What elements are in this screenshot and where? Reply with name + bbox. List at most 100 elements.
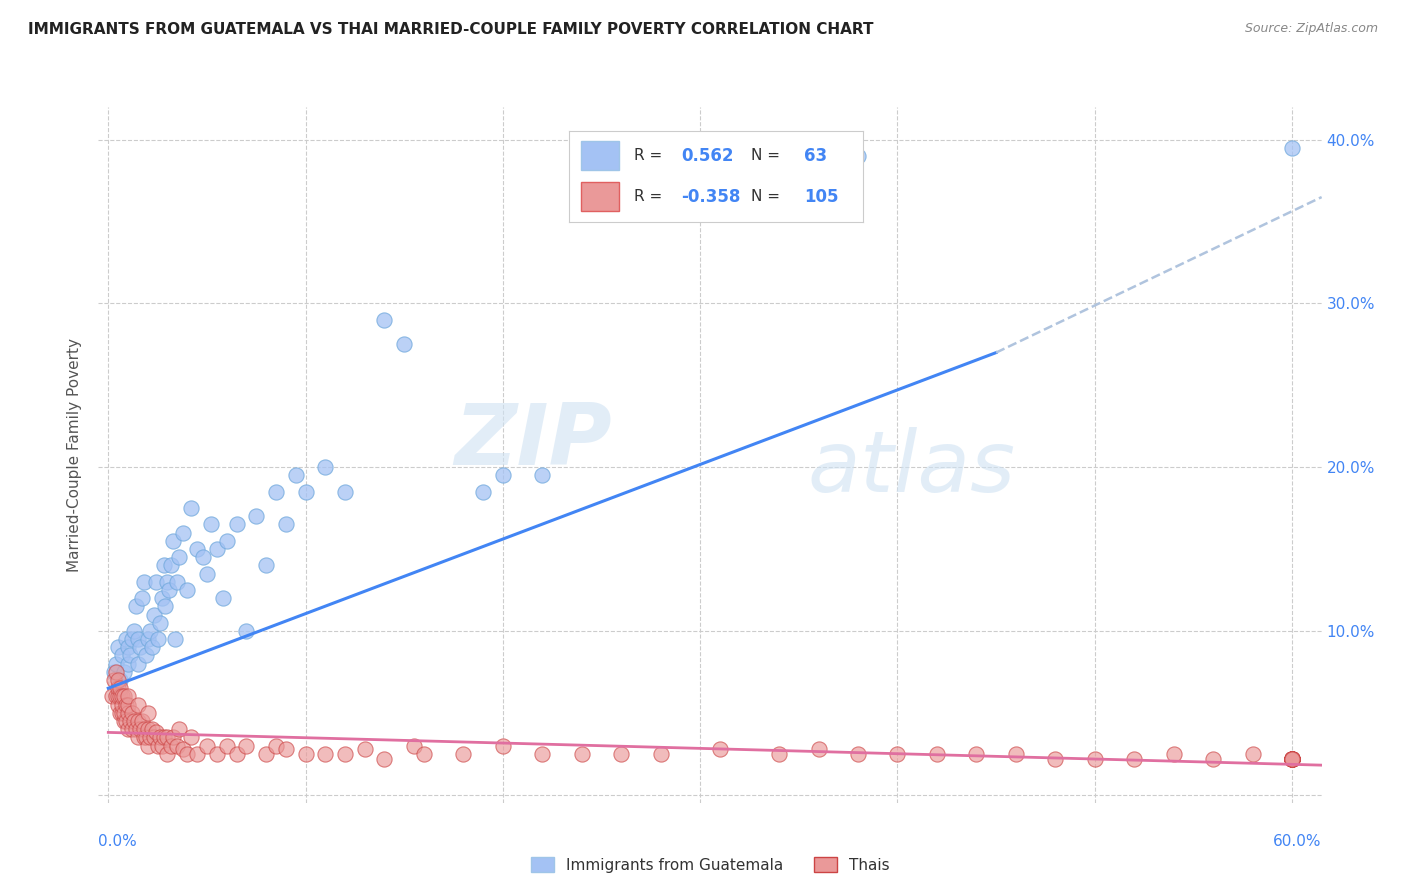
Point <box>111 698 134 712</box>
Text: ZIP: ZIP <box>454 400 612 483</box>
Point <box>172 741 194 756</box>
Point <box>235 739 257 753</box>
Point <box>709 741 731 756</box>
Point <box>127 698 149 712</box>
Point <box>846 747 869 761</box>
Point <box>150 739 173 753</box>
Point <box>127 714 149 728</box>
Point <box>131 714 153 728</box>
Point <box>117 690 139 704</box>
Point <box>165 632 187 646</box>
Point <box>294 747 316 761</box>
Point <box>846 149 869 163</box>
Point <box>169 722 191 736</box>
Point <box>117 640 139 655</box>
Point <box>117 706 139 720</box>
Point <box>128 640 150 655</box>
Point <box>211 591 233 606</box>
Text: 60.0%: 60.0% <box>1274 834 1322 849</box>
Point <box>274 517 297 532</box>
Point <box>1281 751 1303 765</box>
Point <box>156 747 179 761</box>
Point <box>807 741 830 756</box>
Point <box>166 739 188 753</box>
Point <box>1163 747 1185 761</box>
Text: atlas: atlas <box>808 427 1017 510</box>
Point <box>205 542 228 557</box>
Point <box>117 657 139 671</box>
Point <box>492 739 515 753</box>
Point <box>1004 747 1026 761</box>
Point <box>205 747 228 761</box>
Point <box>135 731 157 745</box>
Point <box>105 665 128 679</box>
Point <box>156 574 179 589</box>
Point <box>108 681 131 696</box>
Point <box>472 484 495 499</box>
Point <box>1281 751 1303 765</box>
Point <box>115 632 138 646</box>
Point <box>136 632 159 646</box>
Point <box>314 460 336 475</box>
Legend: Immigrants from Guatemala, Thais: Immigrants from Guatemala, Thais <box>524 850 896 879</box>
Point <box>333 747 356 761</box>
Point <box>1281 751 1303 765</box>
Point <box>105 657 128 671</box>
Point <box>333 484 356 499</box>
Point <box>117 722 139 736</box>
Point <box>225 747 247 761</box>
Point <box>107 698 129 712</box>
Point <box>112 706 135 720</box>
Point <box>103 665 125 679</box>
Point <box>112 690 135 704</box>
Point <box>195 739 218 753</box>
Point <box>101 690 124 704</box>
Point <box>108 673 131 687</box>
Point <box>138 624 160 638</box>
Point <box>180 501 202 516</box>
Point <box>650 747 672 761</box>
Point <box>112 665 135 679</box>
Point <box>172 525 194 540</box>
Point <box>105 690 128 704</box>
Point <box>121 706 143 720</box>
Point <box>392 337 416 351</box>
Point <box>152 731 174 745</box>
Point <box>146 632 169 646</box>
Point <box>886 747 908 761</box>
Point <box>125 599 148 614</box>
Point <box>373 751 395 765</box>
Point <box>107 673 129 687</box>
Point <box>176 747 198 761</box>
Point <box>136 739 159 753</box>
Point <box>156 731 179 745</box>
Point <box>531 468 554 483</box>
Point <box>108 690 131 704</box>
Point <box>215 739 238 753</box>
Point <box>1123 751 1146 765</box>
Point <box>195 566 218 581</box>
Point <box>141 722 163 736</box>
Point <box>571 747 593 761</box>
Point <box>118 648 141 663</box>
Point <box>768 747 790 761</box>
Point <box>160 739 183 753</box>
Point <box>176 582 198 597</box>
Point <box>235 624 257 638</box>
Point <box>245 509 267 524</box>
Point <box>132 731 155 745</box>
Point <box>200 517 222 532</box>
Point <box>162 533 184 548</box>
Point <box>166 574 188 589</box>
Point <box>128 722 150 736</box>
Point <box>1281 141 1303 155</box>
Point <box>353 741 375 756</box>
Point <box>1084 751 1107 765</box>
Point <box>132 722 155 736</box>
Point <box>1281 751 1303 765</box>
Point <box>186 542 208 557</box>
Point <box>1281 751 1303 765</box>
Point <box>925 747 948 761</box>
Point <box>1281 751 1303 765</box>
Point <box>1281 751 1303 765</box>
